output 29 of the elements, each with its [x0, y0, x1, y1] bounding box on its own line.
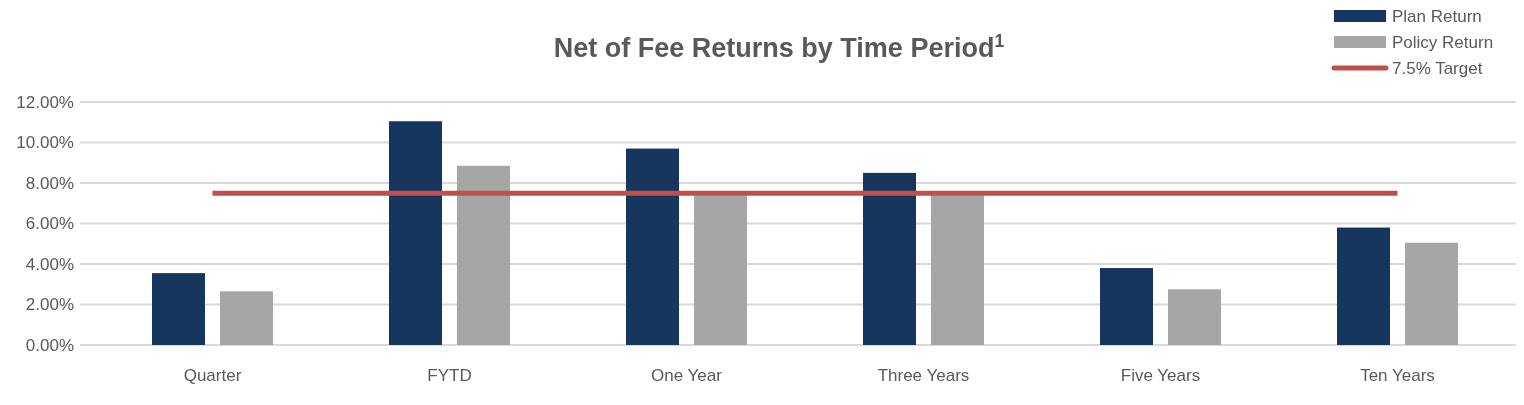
bar	[626, 148, 679, 345]
x-tick-label: Ten Years	[1360, 366, 1435, 385]
y-tick-label: 4.00%	[25, 254, 74, 274]
bar	[389, 121, 442, 345]
bar	[1405, 242, 1458, 345]
y-tick-label: 8.00%	[25, 173, 74, 193]
x-tick-label: Five Years	[1120, 366, 1201, 385]
y-tick-label: 10.00%	[16, 133, 74, 153]
y-tick-label: 12.00%	[16, 92, 74, 112]
y-tick-label: 2.00%	[25, 295, 74, 315]
x-tick-label: One Year	[651, 366, 723, 385]
x-tick-label: Quarter	[183, 366, 242, 385]
bar	[1337, 227, 1390, 345]
bar	[1100, 268, 1153, 345]
bar	[931, 195, 984, 345]
x-tick-label: FYTD	[427, 366, 472, 385]
y-tick-label: 6.00%	[25, 214, 74, 234]
x-tick-label: Three Years	[877, 366, 970, 385]
bar	[863, 172, 916, 345]
bar	[1168, 289, 1221, 345]
y-tick-label: 0.00%	[25, 335, 74, 355]
bar	[152, 273, 205, 345]
chart-title: Net of Fee Returns by Time Period$^{1}$	[553, 31, 1005, 63]
bar	[220, 291, 273, 345]
legend-label: Policy Return	[1392, 32, 1494, 52]
bar	[694, 195, 747, 345]
bar	[457, 165, 510, 345]
legend-label: 7.5% Target	[1392, 58, 1483, 78]
legend-label: Plan Return	[1392, 6, 1482, 26]
